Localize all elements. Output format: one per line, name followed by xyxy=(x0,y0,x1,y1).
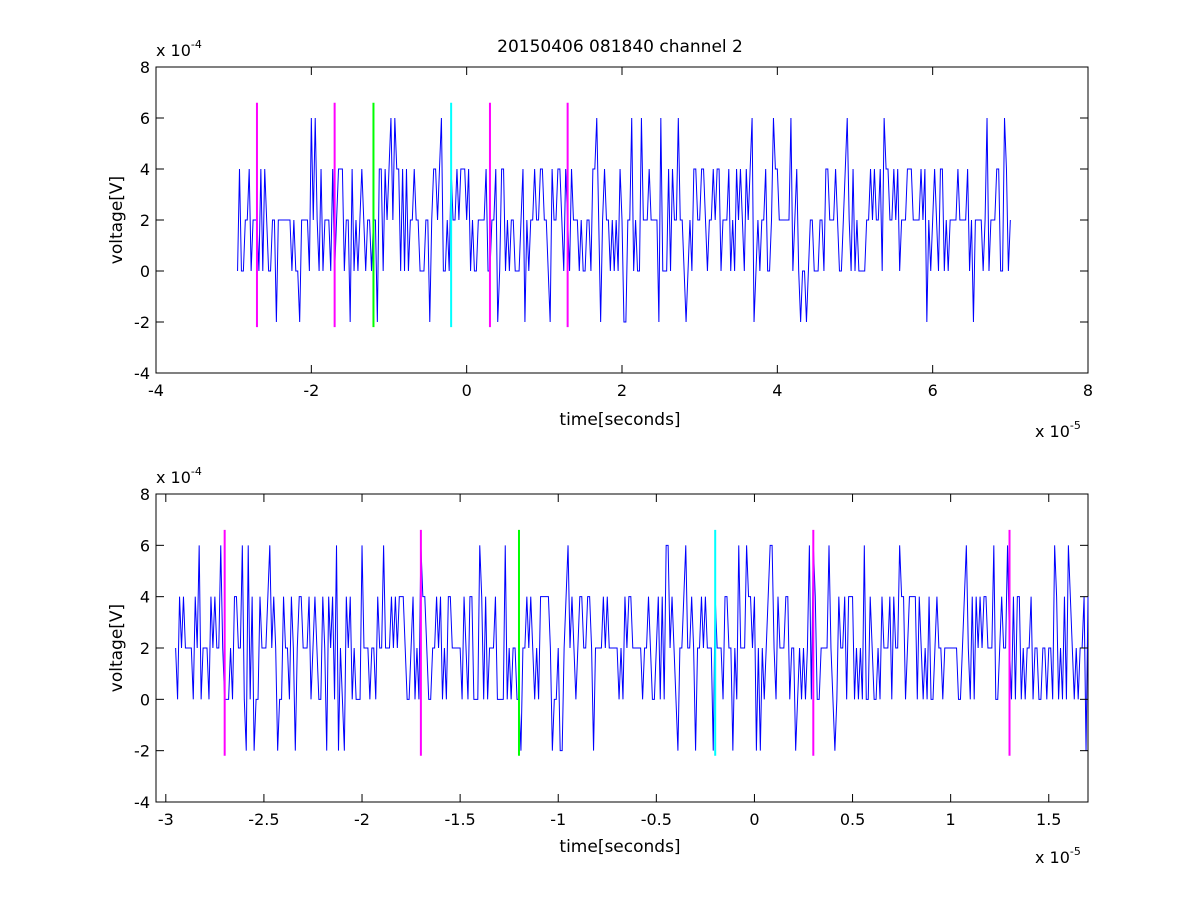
x-tick-label: 1.5 xyxy=(1036,810,1061,829)
top-plot-x-multiplier: x 10-5 xyxy=(1035,419,1081,441)
x-tick-label: -2.5 xyxy=(248,810,279,829)
top-plot-tick-group: -4 -2 0 2 4 6 8 -4 -2 0 2 4 6 8 xyxy=(134,58,1093,400)
y-tick-label: 0 xyxy=(140,690,150,709)
bottom-plot: -3 -2.5 -2 -1.5 -1 -0.5 0 0.5 1 1.5 -4 -2 0 2 4 6 8 time… xyxy=(107,465,1089,867)
y-tick-label: 8 xyxy=(140,58,150,77)
bottom-plot-tick-group: -3 -2.5 -2 -1.5 -1 -0.5 0 0.5 1 1.5 -4 -2 0 2 4 6 8 xyxy=(134,485,1088,829)
voltage-trace xyxy=(237,117,1011,323)
bottom-plot-y-multiplier: x 10-4 xyxy=(156,465,202,487)
top-plot-marker-group xyxy=(255,102,569,328)
x-tick-label: 6 xyxy=(928,381,938,400)
y-tick-label: 4 xyxy=(140,160,150,179)
bottom-plot-frame xyxy=(155,493,1089,803)
x-tick-label: -0.5 xyxy=(641,810,672,829)
bottom-plot-trace-group xyxy=(175,544,1089,752)
x-tick-label: -2 xyxy=(354,810,370,829)
x-tick-label: 8 xyxy=(1083,381,1093,400)
x-tick-label: -4 xyxy=(148,381,164,400)
x-tick-label: 1 xyxy=(946,810,956,829)
top-plot-trace-group xyxy=(237,117,1011,323)
y-tick-label: 2 xyxy=(140,639,150,658)
x-tick-label: -3 xyxy=(158,810,174,829)
x-tick-label: -1.5 xyxy=(445,810,476,829)
y-tick-label: 0 xyxy=(140,262,150,281)
y-tick-label: 6 xyxy=(140,536,150,555)
top-plot-y-multiplier: x 10-4 xyxy=(156,38,202,60)
y-tick-label: -4 xyxy=(134,793,150,812)
y-tick-label: -4 xyxy=(134,364,150,383)
x-tick-label: 0 xyxy=(749,810,759,829)
top-plot: -4 -2 0 2 4 6 8 -4 -2 0 2 4 6 8 time[seconds] voltage… xyxy=(107,38,1093,441)
x-tick-label: 0.5 xyxy=(840,810,865,829)
figure-title: 20150406 081840 channel 2 xyxy=(497,37,743,57)
bottom-plot-x-multiplier: x 10-5 xyxy=(1035,845,1081,867)
voltage-trace xyxy=(175,544,1089,752)
y-tick-label: 8 xyxy=(140,485,150,504)
y-tick-label: 6 xyxy=(140,109,150,128)
bottom-plot-marker-group xyxy=(223,529,1011,756)
x-tick-label: -1 xyxy=(550,810,566,829)
bottom-plot-xlabel: time[seconds] xyxy=(559,837,680,857)
x-tick-label: -2 xyxy=(303,381,319,400)
x-tick-label: 2 xyxy=(617,381,627,400)
y-tick-label: 4 xyxy=(140,588,150,607)
y-tick-label: 2 xyxy=(140,211,150,230)
y-tick-label: -2 xyxy=(134,742,150,761)
y-tick-label: -2 xyxy=(134,313,150,332)
x-tick-label: 4 xyxy=(772,381,782,400)
top-plot-ylabel: voltage[V] xyxy=(107,176,127,264)
x-tick-label: 0 xyxy=(462,381,472,400)
top-plot-xlabel: time[seconds] xyxy=(559,410,680,430)
bottom-plot-ylabel: voltage[V] xyxy=(107,604,127,692)
